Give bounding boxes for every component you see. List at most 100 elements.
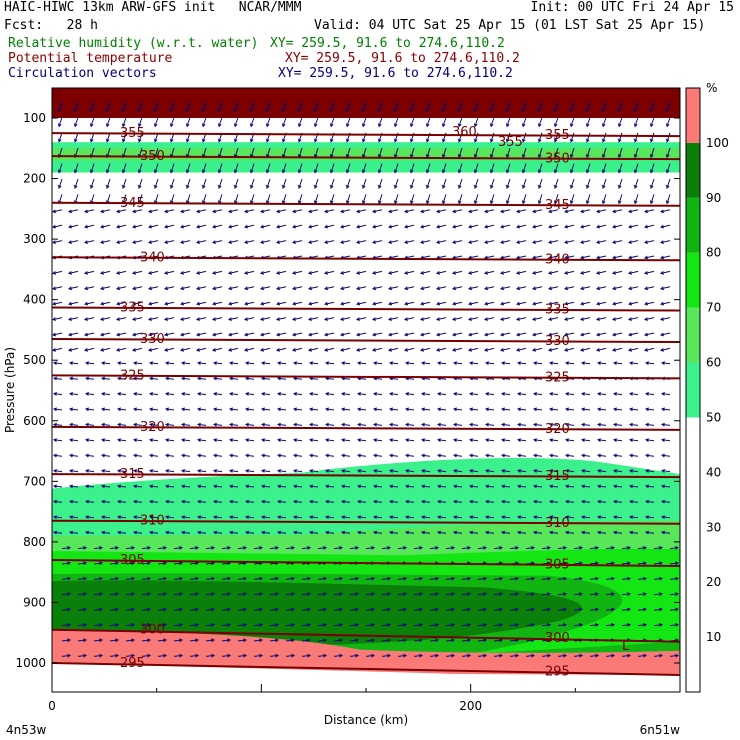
wind-vector <box>180 499 191 504</box>
wind-vector <box>163 224 175 229</box>
wind-vector <box>317 607 328 612</box>
wind-vector <box>521 178 527 189</box>
wind-vector <box>265 117 271 128</box>
wind-vector <box>659 209 671 214</box>
wind-vector <box>585 117 591 128</box>
wind-vector <box>217 117 223 128</box>
wind-vector <box>355 240 367 244</box>
wind-vector <box>628 453 639 458</box>
wind-vector <box>227 270 239 275</box>
wind-vector <box>116 376 127 381</box>
wind-vector <box>435 270 447 275</box>
wind-vector <box>377 117 383 128</box>
wind-vector <box>516 499 527 504</box>
wind-vector <box>441 117 447 128</box>
wind-vector <box>68 376 79 381</box>
theta-line-305 <box>51 559 681 568</box>
wind-vector <box>276 515 287 519</box>
wind-vector <box>308 499 319 504</box>
wind-vector <box>573 592 584 596</box>
header-forecast-hour: Fcst: 28 h <box>4 18 98 33</box>
wind-vector <box>83 209 95 214</box>
wind-vector <box>451 270 463 275</box>
wind-vector <box>324 515 335 519</box>
wind-vector <box>51 332 63 337</box>
wind-vector <box>276 484 287 489</box>
wind-vector <box>227 286 239 291</box>
wind-vector <box>585 178 591 189</box>
wind-vector <box>413 638 424 643</box>
wind-vector <box>233 163 239 174</box>
wind-vector <box>596 484 607 489</box>
wind-vector <box>292 422 303 427</box>
wind-vector <box>553 148 559 159</box>
wind-vector <box>99 209 111 214</box>
wind-vector <box>205 638 216 643</box>
wind-vector <box>381 576 392 581</box>
wind-vector <box>515 270 527 275</box>
wind-vector <box>323 317 335 321</box>
wind-vector <box>221 638 232 643</box>
wind-vector <box>553 132 559 143</box>
wind-vector <box>307 270 319 275</box>
wind-vector <box>643 347 655 352</box>
wind-vector <box>68 438 79 442</box>
wind-vector <box>212 361 223 365</box>
wind-vector <box>233 178 239 189</box>
wind-vector <box>532 407 543 412</box>
wind-vector <box>371 286 383 291</box>
wind-vector <box>195 209 207 214</box>
wind-vector <box>660 530 671 535</box>
theta-label-310-right: 310 <box>545 516 570 531</box>
wind-vector <box>317 638 328 643</box>
wind-vector <box>500 438 511 442</box>
wind-vector <box>68 392 79 396</box>
wind-vector <box>461 592 472 596</box>
wind-vector <box>196 530 207 535</box>
wind-vector <box>644 361 655 365</box>
wind-vector <box>371 209 383 214</box>
wind-vector <box>201 117 207 128</box>
wind-vector <box>537 148 543 159</box>
theta-label-305: 305 <box>120 553 145 568</box>
wind-vector <box>489 194 495 205</box>
wind-vector <box>435 347 447 352</box>
wind-vector <box>157 546 168 550</box>
wind-vector <box>253 576 264 581</box>
wind-vector <box>179 286 191 291</box>
wind-vector <box>493 638 504 643</box>
wind-vector <box>403 286 415 291</box>
wind-vector <box>601 163 607 174</box>
rh-shading <box>52 88 680 692</box>
wind-vector <box>125 576 136 581</box>
wind-vector <box>73 101 79 112</box>
colorbar-tick-label: 70 <box>706 301 721 315</box>
wind-vector <box>660 422 671 427</box>
wind-vector <box>212 515 223 519</box>
wind-vector <box>419 209 431 214</box>
wind-vector <box>356 453 367 458</box>
wind-vector <box>569 117 575 128</box>
wind-vector <box>196 453 207 458</box>
wind-vector <box>212 453 223 458</box>
theta-label-300: 300 <box>140 623 165 638</box>
wind-vector <box>163 301 175 306</box>
wind-vector <box>260 499 271 504</box>
wind-vector <box>659 347 671 352</box>
wind-vector <box>109 561 120 566</box>
wind-vector <box>553 101 559 112</box>
wind-vector <box>393 178 399 189</box>
wind-vector <box>116 407 127 412</box>
wind-vector <box>356 422 367 427</box>
wind-vector <box>212 422 223 427</box>
field-theta-name: Potential temperature <box>8 51 173 66</box>
field-theta-xy: XY= 259.5, 91.6 to 274.6,110.2 <box>285 51 520 66</box>
wind-vector <box>643 209 655 214</box>
wind-vector <box>589 653 600 658</box>
wind-vector <box>532 530 543 535</box>
wind-vector <box>580 438 591 442</box>
wind-vector <box>349 546 360 550</box>
wind-vector <box>665 194 671 205</box>
wind-vector <box>132 438 143 442</box>
wind-vector <box>553 163 559 174</box>
